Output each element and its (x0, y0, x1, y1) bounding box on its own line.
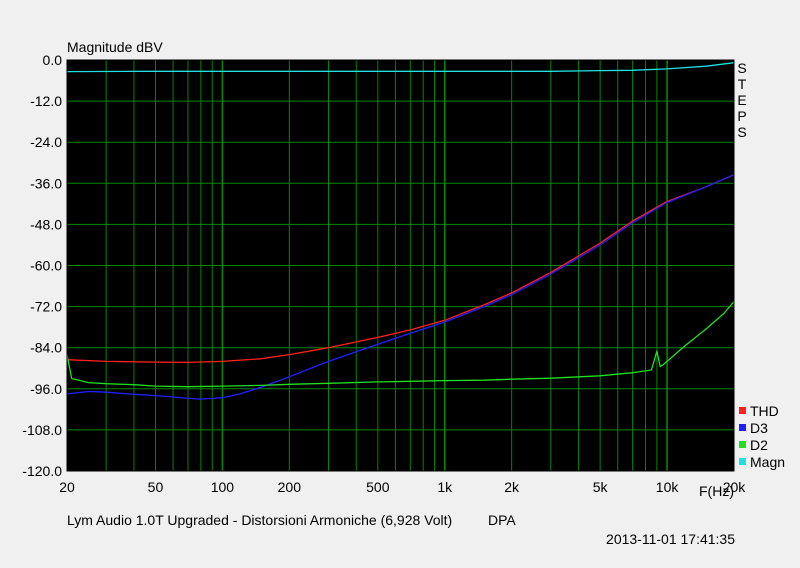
y-tick-label: -24.0 (30, 134, 62, 150)
grid-lines (67, 60, 734, 471)
x-tick-label: 10k (656, 479, 680, 495)
legend-swatch-d3 (739, 424, 746, 431)
series-lines (66, 62, 735, 400)
source-label: DPA (488, 512, 516, 528)
y-tick-label: -84.0 (30, 340, 62, 356)
steps-letter: T (738, 76, 747, 92)
x-tick-label: 20k (723, 479, 747, 495)
x-tick-label: 50 (148, 479, 164, 495)
chart-caption: Lym Audio 1.0T Upgraded - Distorsioni Ar… (67, 512, 452, 528)
x-tick-label: 200 (278, 479, 302, 495)
steps-letter: S (737, 124, 746, 140)
legend-label-d2: D2 (750, 437, 768, 453)
y-tick-label: -108.0 (22, 422, 62, 438)
timestamp: 2013-11-01 17:41:35 (606, 531, 735, 547)
series-line-magn (66, 62, 735, 73)
y-tick-label: -96.0 (30, 381, 62, 397)
series-line-d3 (66, 174, 735, 400)
steps-letter: S (737, 60, 746, 76)
steps-letter: P (737, 108, 746, 124)
y-axis-title: Magnitude dBV (67, 39, 163, 55)
legend-label-magn: Magn (750, 454, 785, 470)
y-tick-label: -60.0 (30, 258, 62, 274)
y-tick-labels: 0.0 -12.0 -24.0 -36.0 -48.0 -60.0 -72.0 -84.0 -9… (22, 52, 62, 479)
x-tick-label: 100 (211, 479, 235, 495)
x-tick-labels: 20 50 100 200 500 1k 2k 5k 10k 20k (59, 479, 746, 495)
y-tick-label: -120.0 (22, 463, 62, 479)
legend-label-d3: D3 (750, 420, 768, 436)
legend-swatch-thd (739, 407, 746, 414)
x-tick-label: 1k (437, 479, 453, 495)
steps-letter: E (737, 92, 746, 108)
x-tick-label: 2k (504, 479, 520, 495)
series-line-d2 (66, 301, 735, 388)
y-tick-label: -12.0 (30, 93, 62, 109)
x-tick-label: 500 (366, 479, 390, 495)
y-tick-label: -72.0 (30, 299, 62, 315)
x-axis-title: F(Hz) (699, 483, 734, 499)
legend-swatch-d2 (739, 441, 746, 448)
x-tick-label: 20 (59, 479, 75, 495)
legend-label-thd: THD (750, 403, 779, 419)
x-tick-label: 5k (593, 479, 609, 495)
legend-swatch-magn (739, 458, 746, 465)
plot-frame (66, 59, 735, 472)
y-tick-label: 0.0 (43, 52, 63, 68)
y-tick-label: -36.0 (30, 175, 62, 191)
series-line-thd (66, 174, 735, 364)
y-tick-label: -48.0 (30, 216, 62, 232)
